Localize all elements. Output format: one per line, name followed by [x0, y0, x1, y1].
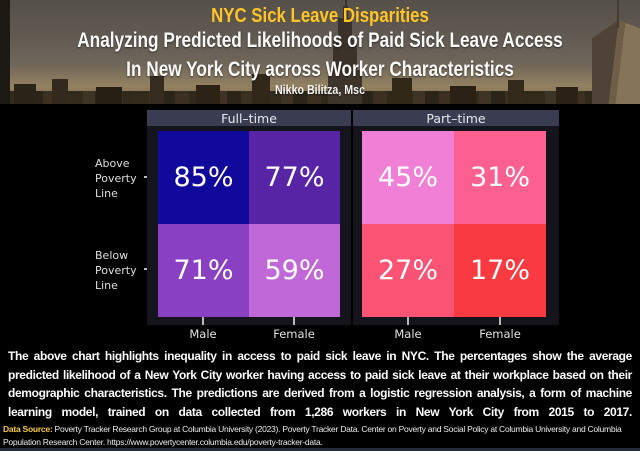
- nyc-skyline-photo: [0, 0, 640, 104]
- x-axis-tick: [499, 317, 501, 325]
- skyline-building: [14, 84, 36, 104]
- row-label-above-poverty-line: Above Poverty Line: [95, 157, 137, 200]
- skyline-building: [96, 87, 122, 104]
- empire-state-building-silhouette: [328, 70, 362, 104]
- skyscraper-antenna: [617, 0, 619, 28]
- heatmap-grid-full-time: 85% 77% 71% 59%: [158, 131, 340, 317]
- heatmap-cell-fulltime-below-male: 71%: [158, 224, 249, 317]
- x-label-fulltime-male: Male: [189, 327, 217, 341]
- subtitle-line-2: In New York City across Worker Character…: [126, 58, 514, 81]
- heatmap-grid-part-time: 45% 31% 27% 17%: [362, 131, 546, 317]
- heatmap-cell-parttime-below-female: 17%: [454, 224, 546, 317]
- page-title: NYC Sick Leave Disparities: [211, 4, 429, 27]
- bottom-border: [0, 448, 640, 451]
- data-source-label: Data Source:: [3, 424, 53, 434]
- x-label-fulltime-female: Female: [273, 327, 315, 341]
- subtitle-line-1: Analyzing Predicted Likelihoods of Paid …: [77, 29, 563, 52]
- x-axis-tick: [407, 317, 409, 325]
- data-source-note: Data Source: Poverty Tracker Research Gr…: [3, 423, 637, 448]
- row-label-below-poverty-line: Below Poverty Line: [95, 249, 137, 292]
- skyline-building: [556, 87, 578, 104]
- heatmap-cell-parttime-below-male: 27%: [362, 224, 454, 317]
- skyline-building: [150, 76, 164, 104]
- x-axis-tick: [202, 317, 204, 325]
- skyscraper-right: [592, 20, 640, 104]
- x-label-parttime-female: Female: [479, 327, 521, 341]
- heatmap-cell-parttime-above-female: 31%: [454, 131, 546, 224]
- facet-panel-part-time: 45% 31% 27% 17%: [353, 126, 559, 325]
- heatmap-cell-fulltime-above-female: 77%: [249, 131, 340, 224]
- data-source-text: Poverty Tracker Research Group at Columb…: [3, 424, 622, 447]
- facet-panel-full-time: 85% 77% 71% 59%: [147, 126, 351, 325]
- chart-caption: The above chart highlights inequality in…: [8, 349, 632, 419]
- x-axis-tick: [293, 317, 295, 325]
- heatmap-cell-parttime-above-male: 45%: [362, 131, 454, 224]
- skyline-building: [450, 86, 476, 104]
- empire-state-building-silhouette: [338, 18, 352, 40]
- author-byline: Nikko Bilitza, Msc: [274, 82, 366, 97]
- facet-strip-label: Part–time: [426, 110, 486, 126]
- skyline-building: [52, 79, 68, 104]
- facet-strip-part-time: Part–time: [353, 110, 559, 126]
- x-label-parttime-male: Male: [394, 327, 422, 341]
- skyline-building: [196, 85, 220, 104]
- skyline-building: [508, 80, 524, 104]
- skyline-building: [252, 74, 270, 104]
- heatmap-cell-fulltime-above-male: 85%: [158, 131, 249, 224]
- heatmap-cell-fulltime-below-female: 59%: [249, 224, 340, 317]
- skyline-building: [392, 78, 412, 104]
- sky-gradient: [0, 0, 640, 104]
- empire-state-building-silhouette: [333, 40, 357, 70]
- facet-strip-label: Full–time: [221, 110, 277, 126]
- facet-strip-full-time: Full–time: [147, 110, 351, 126]
- photo-left-edge: [0, 0, 10, 104]
- empire-state-building-spire: [343, 6, 348, 18]
- empire-state-building-antenna: [345, 0, 347, 8]
